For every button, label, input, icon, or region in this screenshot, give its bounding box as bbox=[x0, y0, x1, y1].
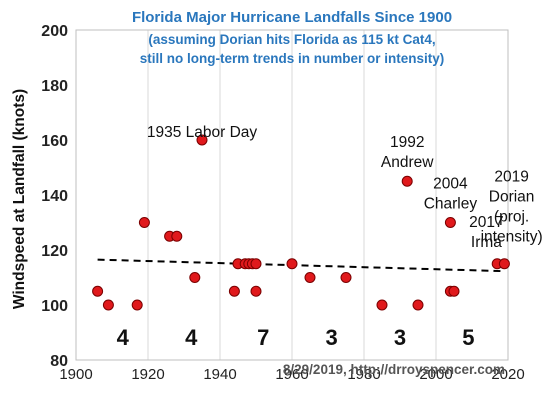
chart-title: Florida Major Hurricane Landfalls Since … bbox=[132, 9, 452, 26]
data-point-1960-115-15 bbox=[286, 258, 298, 270]
data-point-1919-130-3 bbox=[138, 217, 150, 228]
annotation-4-line-0: 2019 bbox=[494, 168, 528, 185]
annotation-1-line-1: Andrew bbox=[381, 154, 434, 171]
data-point-2019-115-25 bbox=[498, 258, 510, 270]
data-point-1995-100-20 bbox=[412, 299, 424, 311]
data-point-1985-100-18 bbox=[376, 299, 388, 311]
y-tick-label-100: 100 bbox=[41, 298, 68, 315]
decade-count-1: 4 bbox=[185, 325, 198, 350]
chart-subtitle-line-2: still no long-term trends in number or i… bbox=[140, 51, 445, 66]
data-point-1933-110-6 bbox=[189, 272, 201, 283]
decade-count-3: 3 bbox=[325, 325, 337, 350]
annotation-4-line-2: (proj. bbox=[494, 208, 529, 225]
grid-layer bbox=[147, 30, 437, 360]
x-tick-label-1900: 1900 bbox=[59, 366, 92, 383]
y-tick-label-200: 200 bbox=[41, 23, 68, 40]
data-point-1909-100-1 bbox=[102, 299, 114, 311]
decade-count-4: 3 bbox=[394, 325, 406, 350]
annotation-3-line-0: 2017 bbox=[469, 214, 503, 231]
y-tick-label-120: 120 bbox=[41, 243, 68, 260]
data-point-1992-145-19 bbox=[401, 175, 413, 187]
decade-count-5: 5 bbox=[462, 325, 474, 350]
data-point-1975-110-17 bbox=[340, 272, 352, 283]
data-point-1950-115-13 bbox=[250, 258, 262, 270]
axes-layer: 1900 1920 1940 1960 1980 2000 2020 80 100 120 140 1… bbox=[11, 23, 525, 383]
annotation-4-line-1: Dorian bbox=[489, 188, 535, 205]
chart-subtitle-line-1: (assuming Dorian hits Florida as 115 kt … bbox=[148, 32, 435, 47]
text-layer: Florida Major Hurricane Landfalls Since … bbox=[117, 9, 543, 377]
data-point-1965-110-16 bbox=[304, 272, 316, 283]
trend-line bbox=[97, 258, 505, 273]
annotation-2-line-0: 2004 bbox=[433, 175, 468, 192]
data-point-2005-105-23 bbox=[448, 285, 460, 297]
y-tick-label-160: 160 bbox=[41, 133, 68, 150]
x-tick-label-1980: 1980 bbox=[347, 366, 380, 383]
y-tick-label-140: 140 bbox=[41, 188, 68, 205]
x-tick-label-1960: 1960 bbox=[275, 366, 308, 383]
data-point-1906-105-0 bbox=[92, 285, 104, 297]
decade-count-2: 7 bbox=[257, 325, 269, 350]
decade-count-0: 4 bbox=[117, 325, 130, 350]
x-tick-label-2000: 2000 bbox=[419, 366, 452, 383]
data-point-2004-130-21 bbox=[444, 217, 456, 228]
plot-area-border bbox=[75, 29, 509, 361]
data-point-1935-160-7 bbox=[196, 134, 208, 146]
points-layer bbox=[92, 134, 510, 311]
annotation-3-line-1: Irma bbox=[471, 234, 502, 251]
data-point-1917-100-2 bbox=[131, 299, 143, 311]
y-tick-label-80: 80 bbox=[50, 353, 68, 370]
data-point-1950-105-14 bbox=[250, 285, 262, 297]
annotation-1-line-0: 1992 bbox=[390, 134, 424, 151]
annotation-4-line-3: intensity) bbox=[481, 228, 543, 245]
annotation-2-line-1: Charley bbox=[424, 195, 478, 212]
y-tick-label-180: 180 bbox=[41, 78, 68, 95]
x-tick-label-2020: 2020 bbox=[491, 366, 524, 383]
data-point-1944-105-8 bbox=[228, 285, 240, 297]
x-tick-label-1940: 1940 bbox=[203, 366, 236, 383]
data-point-1928-125-5 bbox=[171, 230, 183, 242]
annotation-0-line-0: 1935 Labor Day bbox=[147, 124, 258, 141]
x-tick-label-1920: 1920 bbox=[131, 366, 164, 383]
credit-text: 8/29/2019, http://drroyspencer.com bbox=[283, 362, 505, 377]
trend-layer bbox=[97, 258, 505, 273]
y-axis-label: Windspeed at Landfall (knots) bbox=[11, 89, 28, 309]
